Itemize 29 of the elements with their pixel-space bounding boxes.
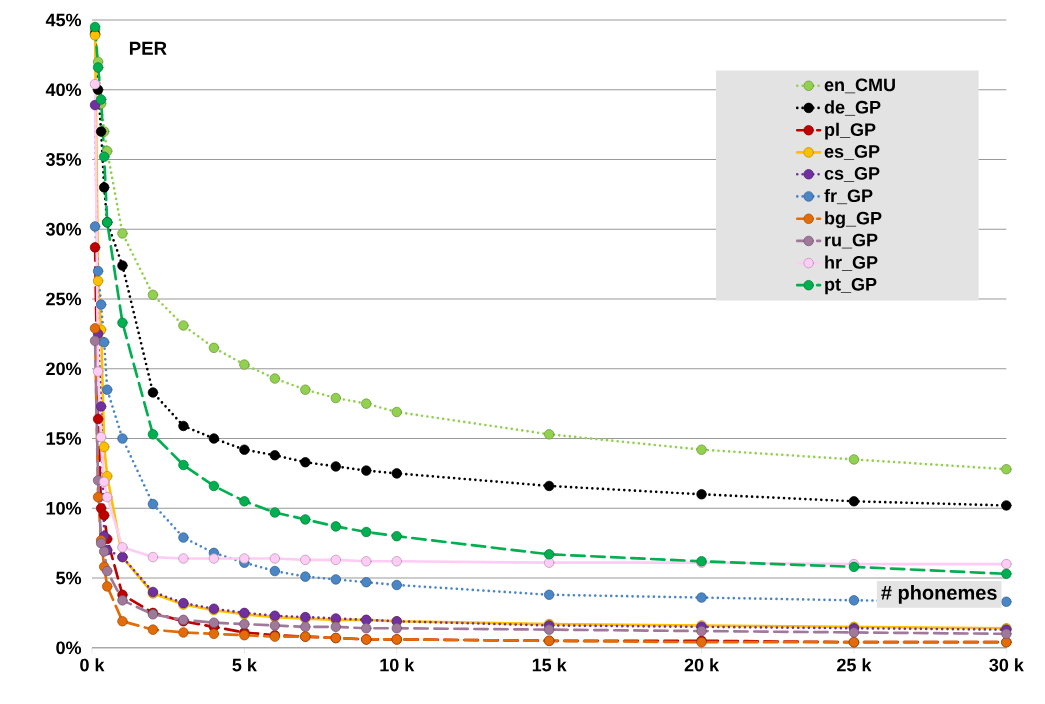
x-tick-label: 5 k [232,658,257,672]
y-tick-label: 20% [46,362,82,376]
x-tick-label: 15 k [532,658,567,672]
y-axis-title: PER [129,41,167,55]
y-tick-label: 35% [45,153,82,166]
y-tick-label: 30% [45,222,82,236]
y-tick-label: 25% [46,292,82,306]
legend-label: hr_GP [825,255,878,271]
legend-label: cs_GP [824,167,880,182]
legend-label: en_CMU [824,78,895,94]
legend-label: pl_GP [825,122,876,140]
legend-label: de_GP [824,100,881,116]
y-tick-label: 15% [46,432,82,445]
x-tick-label: 0 k [80,658,105,672]
legend-label: es_GP [824,145,880,160]
legend-label: pt_GP [825,278,877,295]
y-tick-label: 5% [56,571,82,585]
x-tick-label: 30 k [989,658,1024,672]
y-tick-label: 10% [46,502,82,515]
x-axis-title: # phonemes [881,585,997,604]
y-tick-label: 40% [45,83,82,97]
x-tick-label: 10 k [380,658,415,672]
x-tick-label: 25 k [837,658,872,672]
y-tick-label: 0% [56,641,82,655]
y-tick-label: 45% [45,13,82,27]
x-tick-label: 20 k [684,658,720,672]
legend-label: bg_GP [825,211,882,229]
legend-label: fr_GP [824,189,873,205]
legend-label: ru_GP [825,233,878,249]
